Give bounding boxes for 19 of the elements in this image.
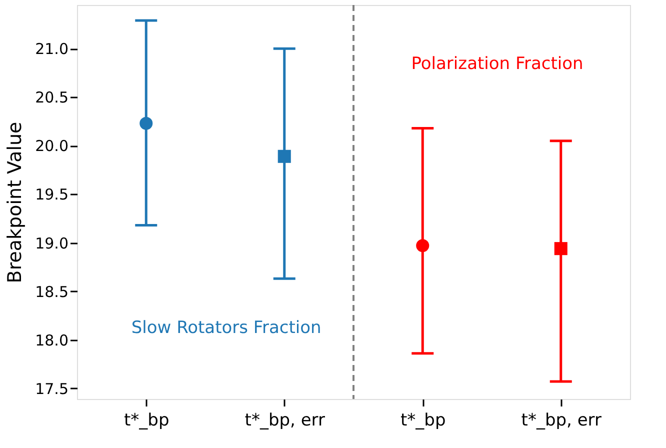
y-tick-label: 20.5 xyxy=(35,88,68,107)
x-tick-label: t*_bp, err xyxy=(521,410,602,430)
y-tick-label: 18.5 xyxy=(35,282,68,301)
point xyxy=(416,239,430,252)
y-tick-label: 19.0 xyxy=(35,234,68,252)
text: Slow Rotators Fraction xyxy=(131,318,322,338)
y-tick-label: 18.0 xyxy=(35,331,68,350)
y-tick-label: 19.5 xyxy=(35,186,68,204)
y-tick-label: 17.5 xyxy=(35,380,68,398)
point xyxy=(278,150,291,163)
x-tick-label: t*_bp xyxy=(124,410,170,430)
y-tick-label: 21.0 xyxy=(35,40,68,58)
point xyxy=(554,242,568,256)
point xyxy=(140,116,153,130)
text: Polarization Fraction xyxy=(411,54,584,74)
y-tick-label: 20.0 xyxy=(35,137,68,156)
x-tick-label: t*_bp, err xyxy=(244,410,325,430)
x-tick-label: t*_bp xyxy=(400,410,446,430)
y-axis-title: Breakpoint Value xyxy=(4,122,26,284)
